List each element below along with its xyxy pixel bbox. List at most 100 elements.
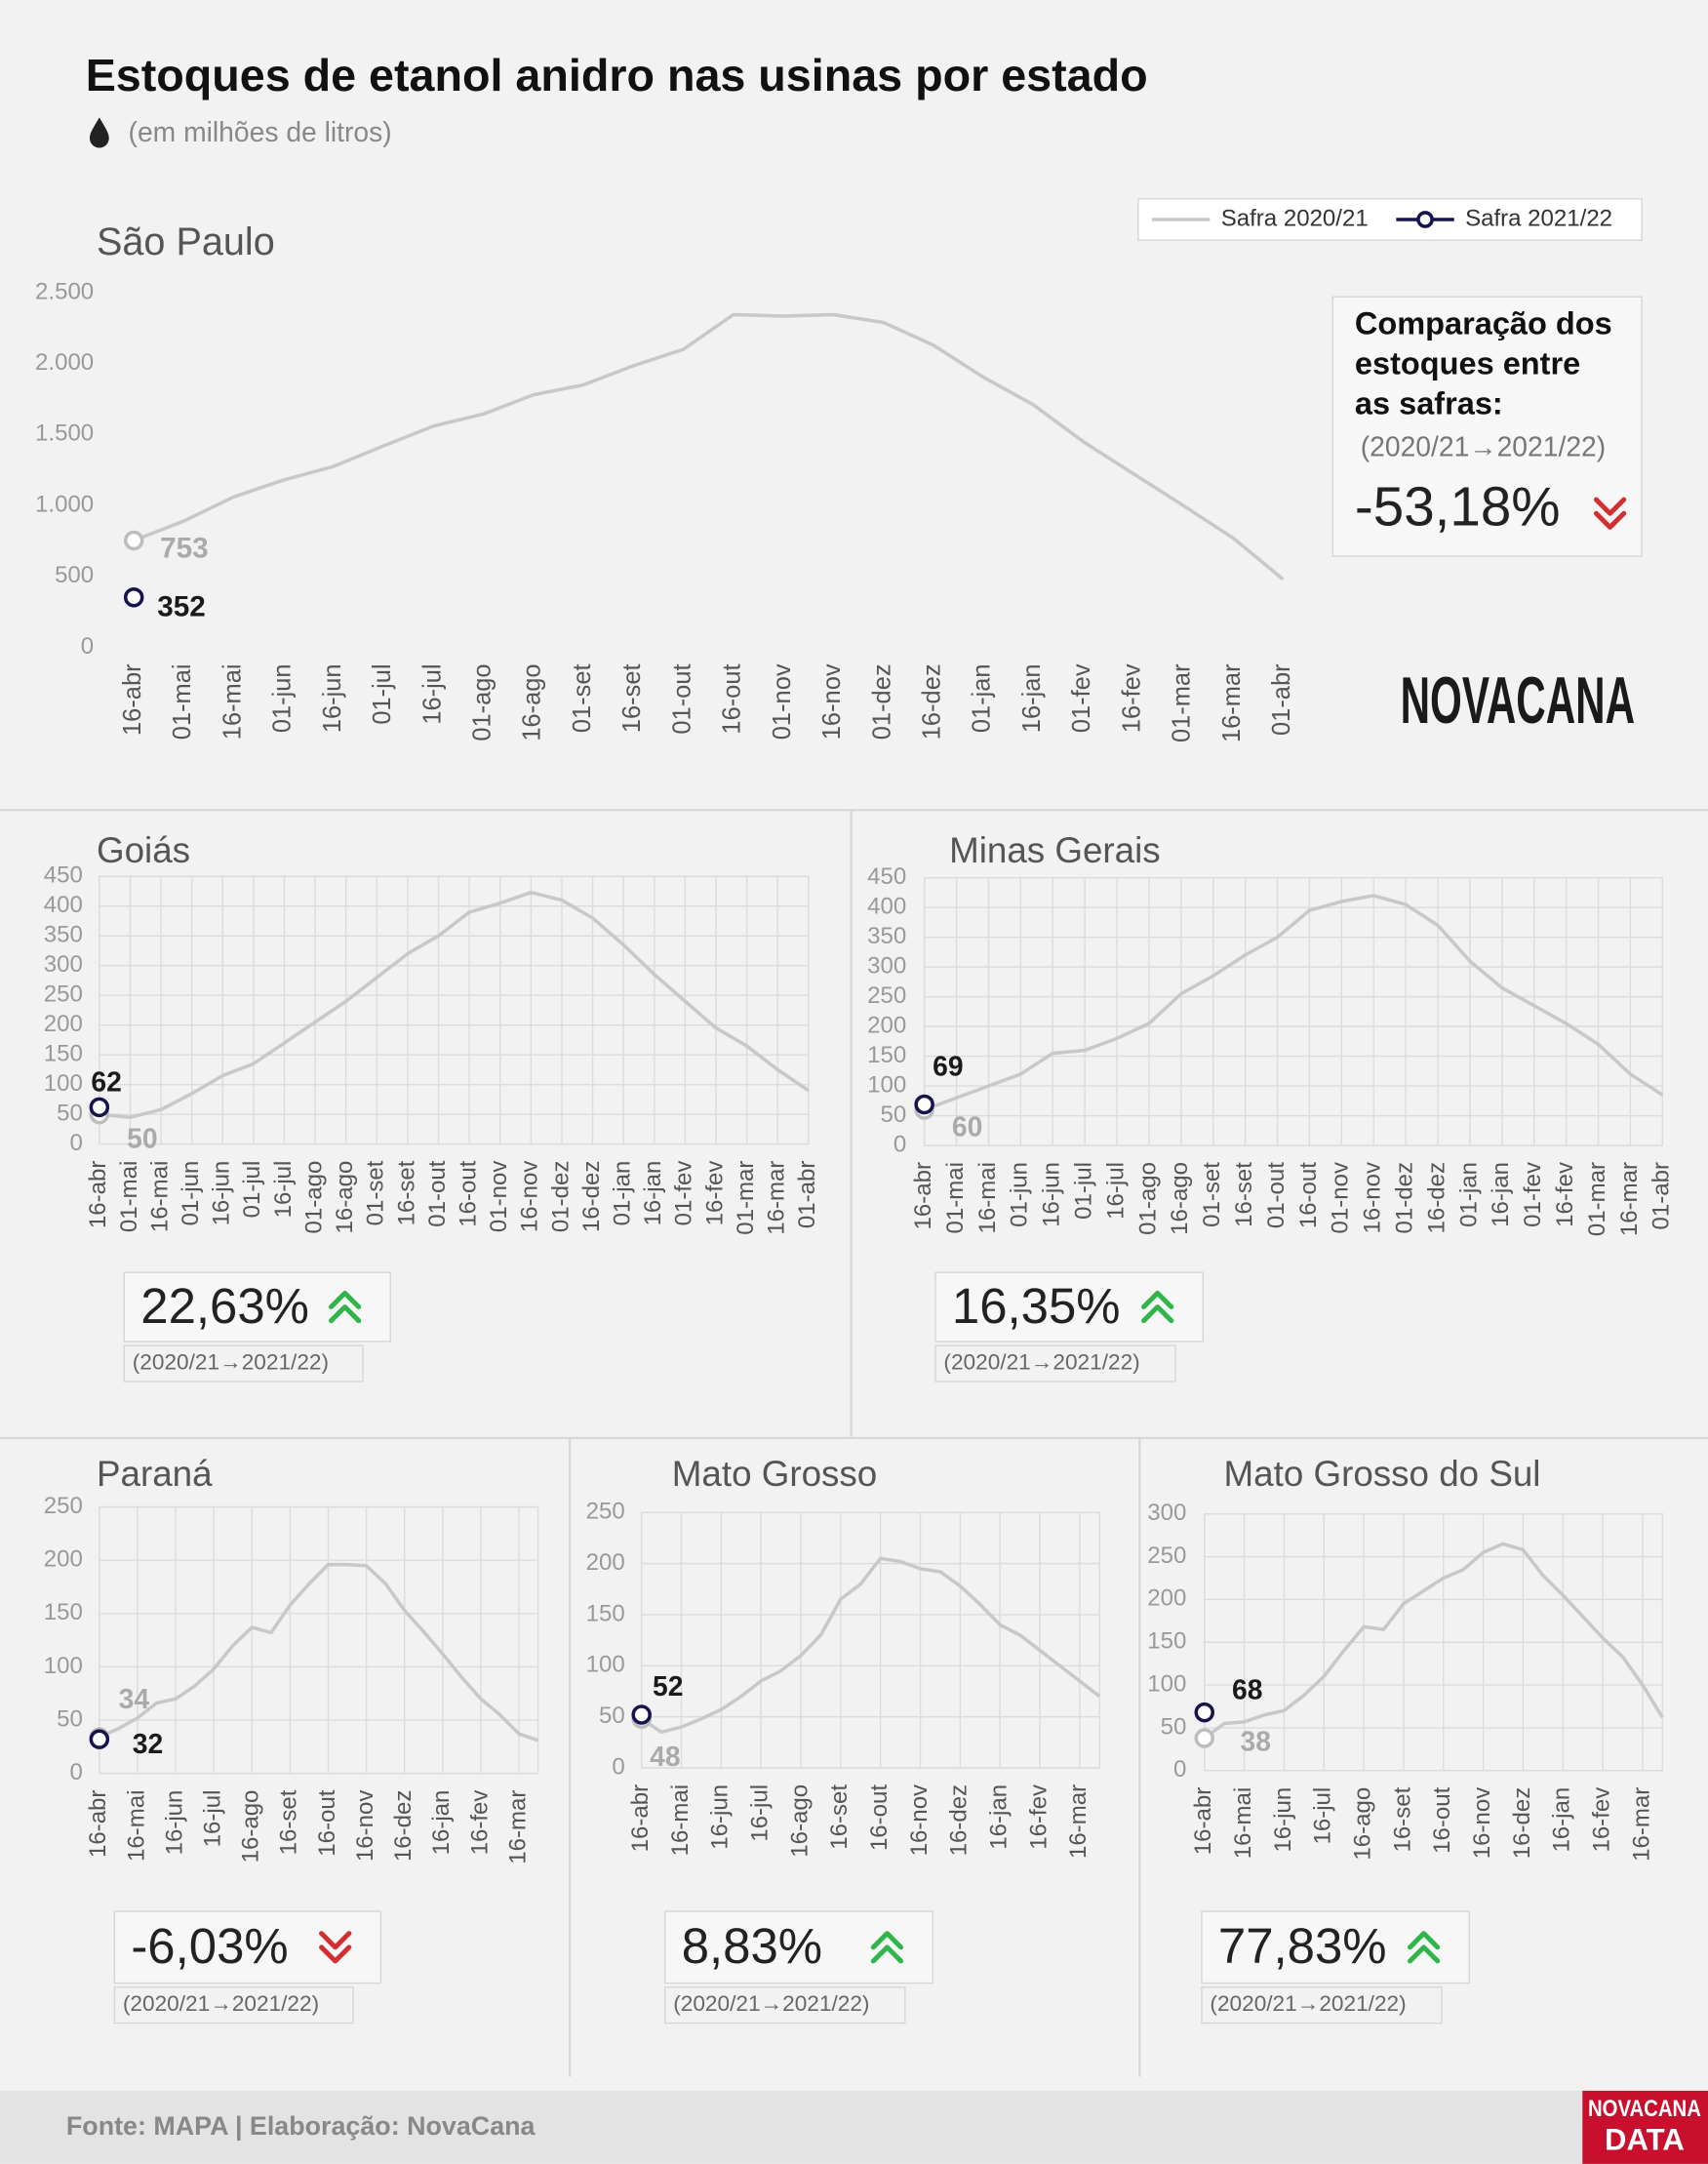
x-tick-label: 01-dez — [547, 1161, 574, 1232]
x-tick-label: 16-set — [1231, 1162, 1257, 1227]
y-tick-label: 100 — [44, 1070, 83, 1097]
x-tick-label: 16-nov — [517, 1161, 543, 1232]
y-tick-label: 2.500 — [35, 278, 94, 304]
x-tick-label: 01-mai — [169, 663, 196, 740]
y-tick-label: 200 — [44, 1546, 83, 1573]
y-tick-label: 150 — [44, 1041, 83, 1067]
comparison-period: (2020/21→2021/22) — [673, 1991, 869, 2016]
x-tick-label: 16-nov — [1360, 1162, 1386, 1233]
y-tick-label: 100 — [1147, 1670, 1186, 1697]
x-tick-label: 01-out — [668, 663, 695, 734]
x-tick-label: 16-jul — [270, 1161, 297, 1219]
comparison-value: 77,83% — [1218, 1918, 1387, 1974]
x-tick-label: 01-jun — [178, 1161, 204, 1226]
x-tick-label: 16-jun — [161, 1790, 187, 1856]
x-tick-label: 16-mar — [1628, 1787, 1654, 1862]
series-line — [99, 1562, 539, 1743]
x-tick-label: 16-fev — [701, 1161, 728, 1226]
point-label: 69 — [933, 1051, 963, 1082]
x-tick-label: 16-jan — [1549, 1787, 1575, 1853]
point-label: 38 — [1241, 1726, 1271, 1757]
trend-arrow — [319, 1931, 352, 1964]
comparison-heading: Comparação dos — [1355, 306, 1612, 341]
x-tick-label: 16-mar — [764, 1161, 790, 1235]
x-tick-label: 16-jan — [1018, 663, 1046, 733]
y-tick-label: 300 — [867, 952, 906, 979]
x-tick-label: 16-jan — [986, 1784, 1013, 1850]
y-tick-label: 0 — [894, 1131, 906, 1157]
x-tick-label: 16-mar — [504, 1790, 531, 1864]
x-tick-label: 01-set — [569, 663, 596, 733]
comparison-box — [1331, 296, 1643, 557]
x-tick-label: 16-jan — [428, 1790, 455, 1856]
panel-title: São Paulo — [97, 220, 275, 263]
period-box — [1201, 1986, 1443, 2024]
y-tick-label: 1.500 — [35, 421, 94, 447]
x-tick-label: 01-ago — [300, 1161, 327, 1234]
comparison-period: (2020/21→2021/22) — [1210, 1991, 1406, 2016]
point-label: 34 — [119, 1683, 150, 1714]
series-line — [924, 894, 1664, 1112]
y-tick-label: 350 — [44, 922, 83, 948]
x-tick-label: 16-set — [618, 663, 646, 733]
x-tick-label: 01-nov — [769, 663, 796, 740]
x-tick-label: 01-jun — [1007, 1162, 1033, 1227]
series-line — [1203, 1542, 1664, 1740]
comparison-value: -53,18% — [1355, 475, 1561, 537]
comparison-value: -6,03% — [131, 1918, 288, 1974]
x-tick-label: 16-out — [314, 1789, 340, 1856]
x-tick-label: 16-fev — [1025, 1784, 1052, 1850]
trend-arrow — [1593, 497, 1627, 530]
y-tick-label: 50 — [1161, 1713, 1187, 1740]
x-tick-label: 16-fev — [1552, 1162, 1578, 1227]
badge-text: NOVACANA — [1588, 2096, 1701, 2122]
x-tick-label: 16-jul — [1310, 1787, 1336, 1845]
panel-title: Paraná — [97, 1454, 213, 1494]
x-tick-label: 16-ago — [238, 1790, 264, 1863]
x-tick-label: 16-mai — [667, 1784, 694, 1856]
y-tick-label: 0 — [81, 633, 94, 660]
x-tick-label: 01-jan — [969, 663, 996, 733]
y-tick-label: 200 — [44, 1011, 83, 1037]
comparison-value: 8,83% — [682, 1918, 822, 1974]
x-tick-label: 16-ago — [1349, 1787, 1375, 1861]
x-tick-label: 16-jan — [1488, 1162, 1514, 1227]
subtitle: (em milhões de litros) — [129, 116, 392, 147]
y-tick-label: 50 — [57, 1101, 83, 1127]
point-label: 60 — [952, 1111, 982, 1142]
x-tick-label: 16-abr — [627, 1784, 654, 1852]
y-tick-label: 250 — [1147, 1543, 1186, 1569]
page-title: Estoques de etanol anidro nas usinas por… — [86, 50, 1148, 100]
x-tick-label: 16-mai — [1230, 1787, 1256, 1859]
x-tick-label: 16-dez — [946, 1784, 973, 1856]
y-tick-label: 50 — [57, 1705, 83, 1732]
x-tick-label: 01-jun — [269, 663, 297, 733]
y-tick-label: 0 — [69, 1759, 82, 1785]
trend-arrow — [328, 1290, 362, 1324]
x-tick-label: 16-set — [393, 1160, 419, 1225]
x-tick-label: 16-out — [719, 663, 746, 734]
x-tick-label: 01-jul — [369, 663, 396, 724]
x-tick-label: 01-mar — [733, 1161, 759, 1235]
drop-icon — [89, 117, 109, 148]
y-tick-label: 200 — [867, 1012, 906, 1038]
x-tick-label: 16-jun — [1270, 1787, 1296, 1853]
x-tick-label: 01-mai — [942, 1162, 969, 1233]
start-point — [123, 530, 144, 551]
period-box — [123, 1344, 364, 1383]
x-tick-label: 16-fev — [1588, 1787, 1614, 1853]
panel-title: Minas Gerais — [949, 830, 1161, 870]
x-tick-label: 16-nov — [906, 1784, 933, 1856]
start-point — [631, 1704, 652, 1725]
footer-band — [0, 2090, 1708, 2164]
point-label: 62 — [91, 1065, 121, 1097]
x-tick-label: 16-out — [1295, 1162, 1322, 1228]
x-tick-label: 16-fev — [1118, 663, 1145, 733]
comparison-value: 16,35% — [952, 1278, 1121, 1334]
y-tick-label: 0 — [1173, 1756, 1186, 1783]
logo: NOVACANA — [1401, 664, 1635, 738]
x-tick-label: 16-ago — [332, 1161, 358, 1234]
x-tick-label: 16-set — [826, 1784, 853, 1850]
legend-label: Safra 2020/21 — [1221, 205, 1369, 231]
